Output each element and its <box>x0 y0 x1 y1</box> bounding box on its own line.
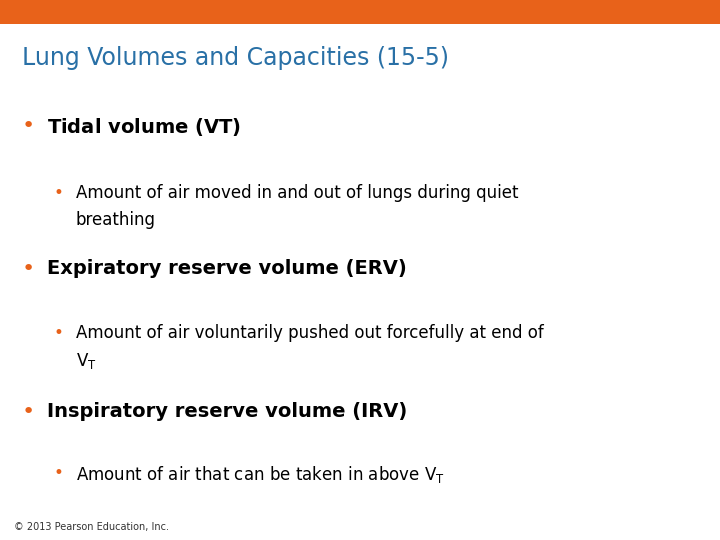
Text: •: • <box>54 184 64 201</box>
Text: Tidal volume (V$\mathregular{T}$): Tidal volume (V$\mathregular{T}$) <box>47 116 241 138</box>
Text: Amount of air that can be taken in above V$_\mathregular{T}$: Amount of air that can be taken in above… <box>76 464 444 485</box>
Text: •: • <box>54 324 64 342</box>
Text: Expiratory reserve volume (ERV): Expiratory reserve volume (ERV) <box>47 259 407 278</box>
Text: V$_\mathregular{T}$: V$_\mathregular{T}$ <box>76 351 96 371</box>
Text: breathing: breathing <box>76 211 156 228</box>
Text: Amount of air voluntarily pushed out forcefully at end of: Amount of air voluntarily pushed out for… <box>76 324 544 342</box>
Text: •: • <box>22 116 35 136</box>
Text: Lung Volumes and Capacities (15-5): Lung Volumes and Capacities (15-5) <box>22 46 449 70</box>
Text: Amount of air moved in and out of lungs during quiet: Amount of air moved in and out of lungs … <box>76 184 518 201</box>
Text: •: • <box>22 402 35 422</box>
Text: •: • <box>22 259 35 279</box>
Text: © 2013 Pearson Education, Inc.: © 2013 Pearson Education, Inc. <box>14 522 169 532</box>
Text: Inspiratory reserve volume (IRV): Inspiratory reserve volume (IRV) <box>47 402 407 421</box>
Text: •: • <box>54 464 64 482</box>
